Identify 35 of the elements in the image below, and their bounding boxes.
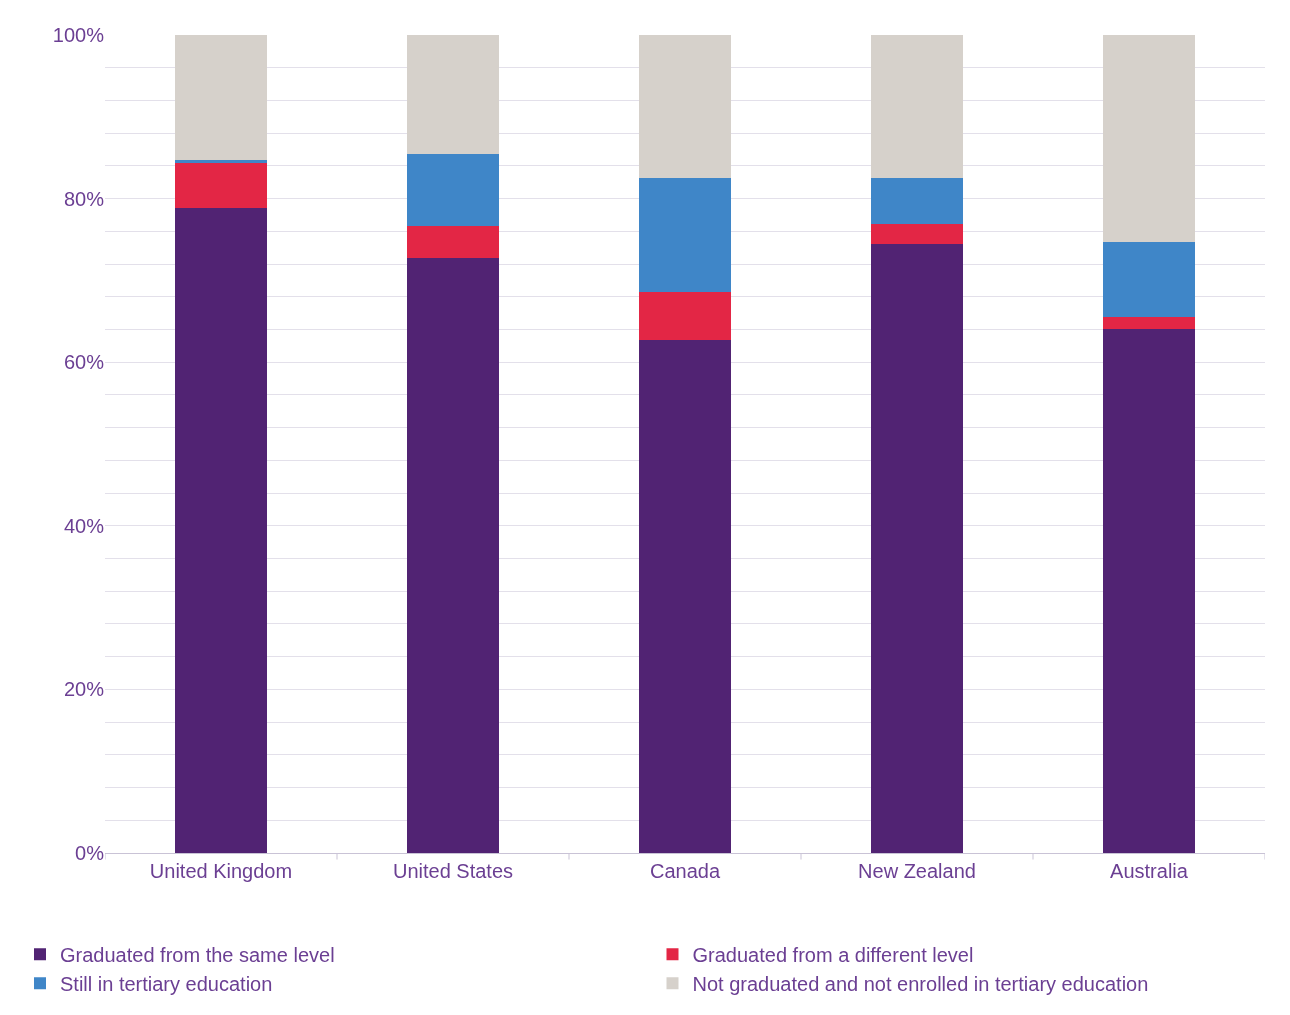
x-tick-label: Australia — [1110, 860, 1189, 882]
bar — [870, 178, 964, 224]
bar — [1102, 328, 1196, 853]
bar — [1102, 241, 1196, 318]
y-tick-label: 60% — [63, 351, 105, 374]
legend-label: Graduated from the same level — [60, 944, 335, 967]
bar — [406, 154, 500, 227]
bar — [638, 35, 732, 179]
bar — [174, 207, 268, 853]
legend-label: Not graduated and not enrolled in tertiary education — [692, 973, 1149, 996]
bar — [870, 243, 964, 853]
bar — [406, 35, 500, 155]
y-tick-label: 0% — [75, 842, 105, 864]
bar — [1102, 317, 1196, 329]
legend-label: Still in tertiary education — [60, 973, 273, 996]
x-tick-label: United States — [392, 860, 514, 882]
bar — [638, 291, 732, 341]
y-tick-label: 80% — [63, 187, 105, 210]
bar — [638, 340, 732, 853]
legend-label: Graduated from a different level — [692, 944, 974, 967]
bar — [1102, 35, 1196, 242]
bar — [870, 35, 964, 179]
x-tick-label: Canada — [649, 860, 721, 882]
bar — [174, 35, 268, 161]
bar — [174, 160, 268, 163]
y-tick-label: 40% — [63, 514, 105, 537]
y-tick-label: 20% — [63, 678, 105, 701]
bar — [870, 223, 964, 244]
bar — [638, 178, 732, 292]
bar — [406, 226, 500, 259]
x-tick-label: United Kingdom — [149, 860, 293, 882]
bar — [174, 162, 268, 208]
y-tick-label: 100% — [52, 24, 105, 46]
bar — [406, 258, 500, 853]
x-tick-label: New Zealand — [858, 860, 976, 882]
